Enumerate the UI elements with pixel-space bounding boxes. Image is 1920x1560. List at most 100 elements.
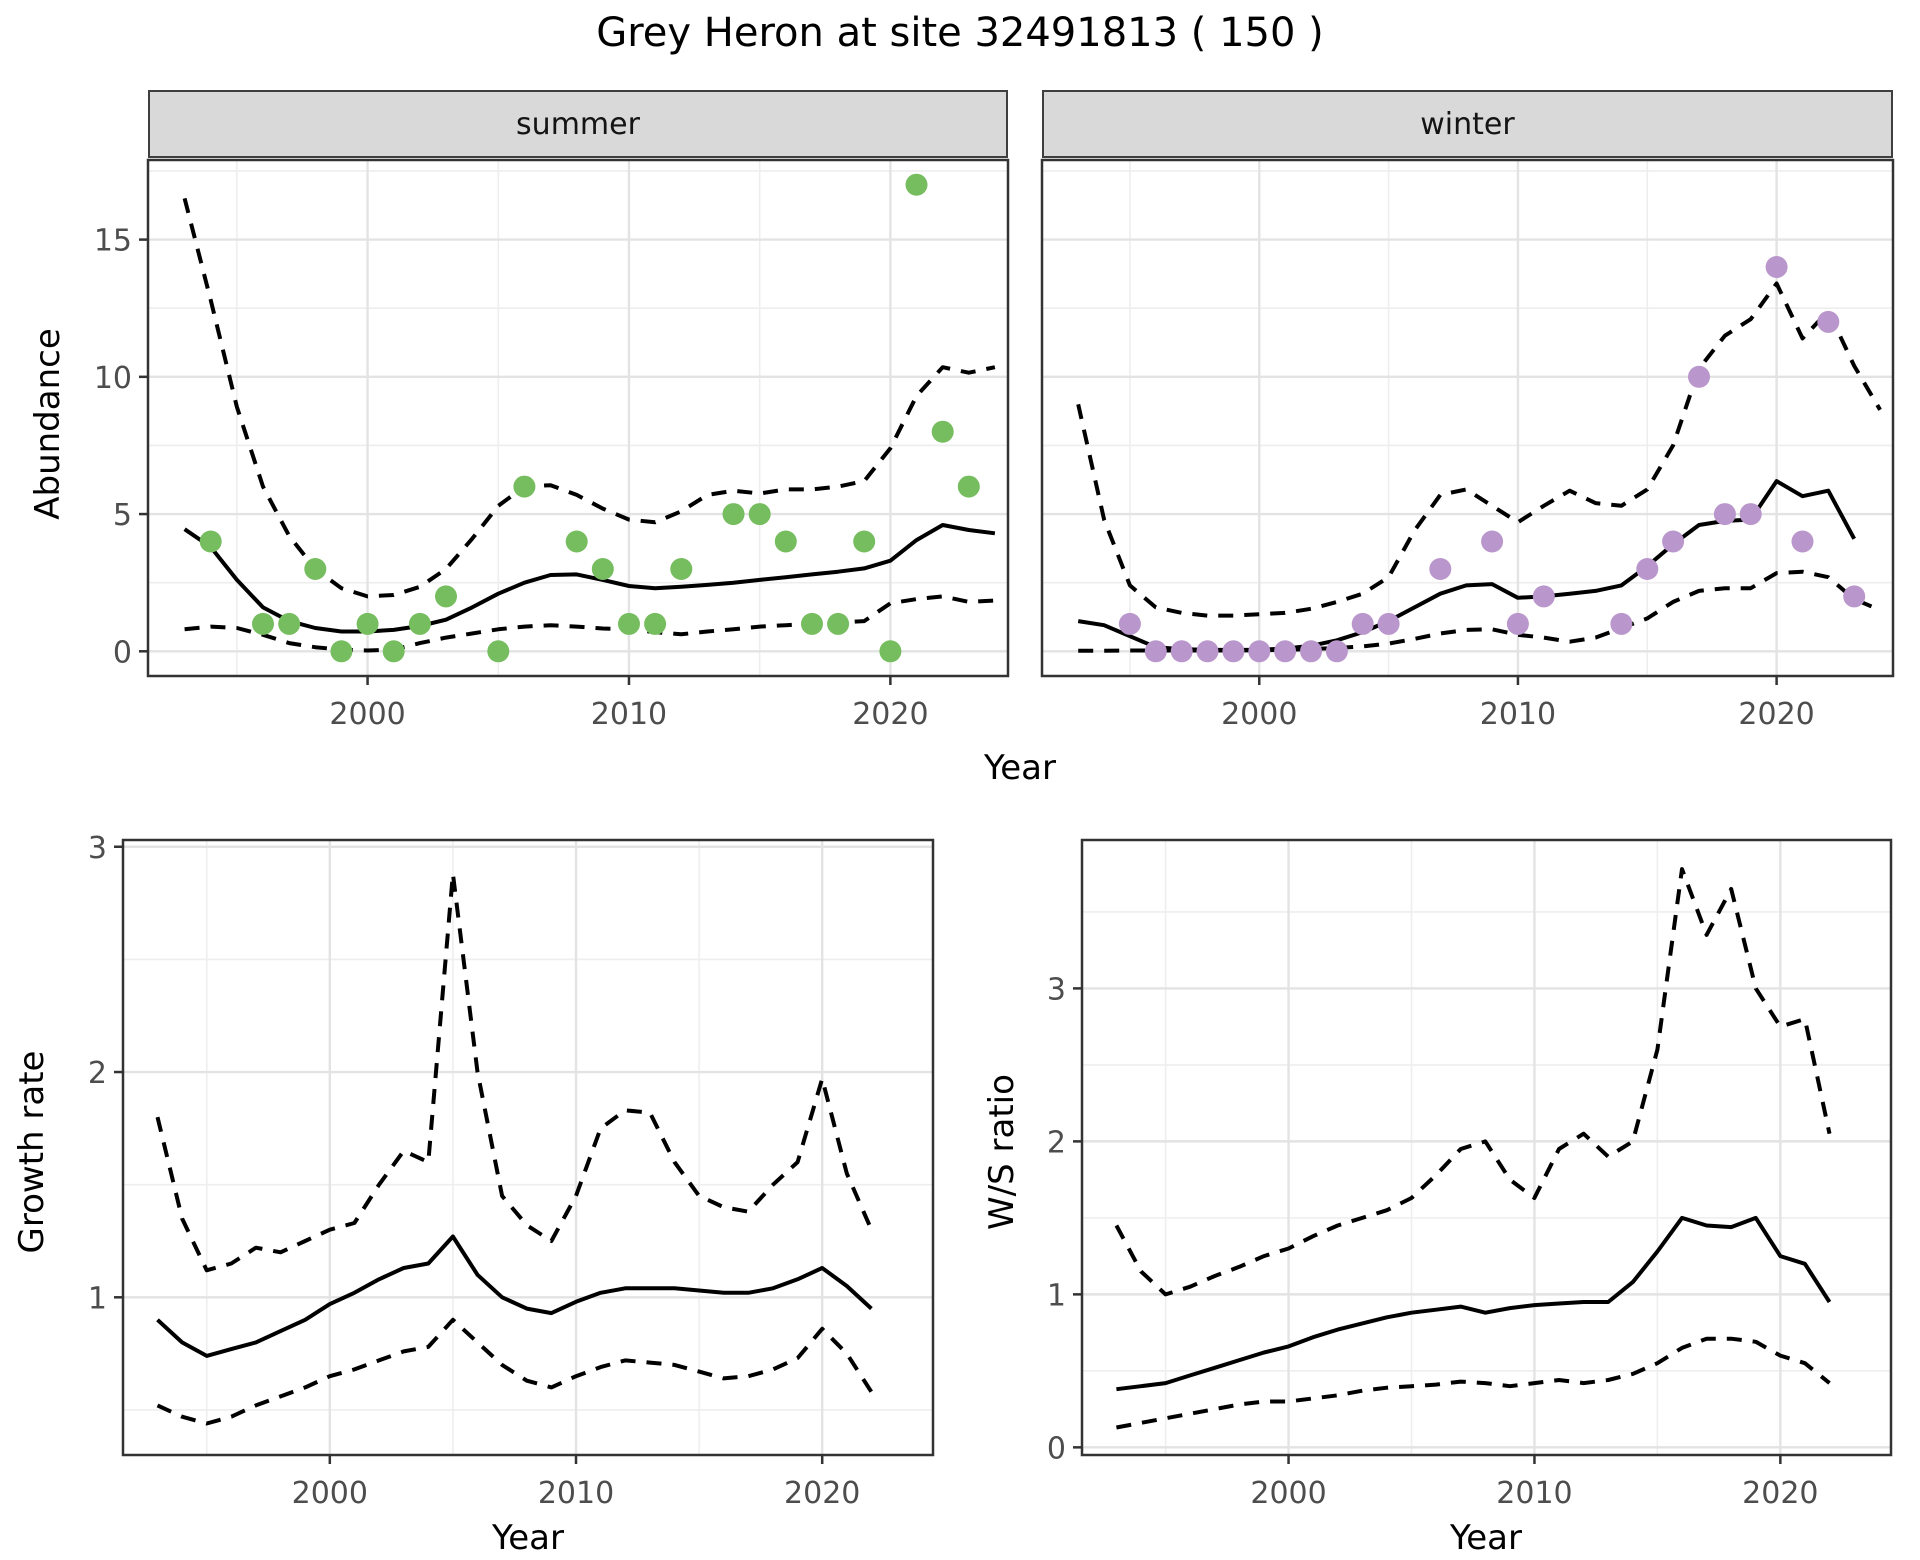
data-point xyxy=(1300,640,1322,663)
data-point xyxy=(1170,640,1193,663)
data-point xyxy=(1248,640,1271,663)
data-point xyxy=(1351,612,1374,635)
x-tick-label: 2010 xyxy=(1480,697,1556,732)
data-point xyxy=(722,503,745,526)
y-tick-label: 3 xyxy=(88,831,107,866)
page-title: Grey Heron at site 32491813 ( 150 ) xyxy=(596,10,1324,56)
y-tick-label: 3 xyxy=(1047,972,1066,1007)
y-tick-label: 0 xyxy=(113,635,132,670)
data-point xyxy=(356,612,379,635)
data-point xyxy=(1791,530,1814,553)
y-tick-label: 1 xyxy=(1047,1278,1066,1313)
x-tick-label: 2000 xyxy=(329,697,405,732)
data-point xyxy=(931,420,954,443)
data-point xyxy=(435,585,457,608)
ws-ratio-upper-line xyxy=(1114,867,1832,1297)
data-point xyxy=(1506,612,1529,635)
data-point xyxy=(1739,503,1762,526)
growth-rate-lower-line xyxy=(156,1317,874,1426)
data-point xyxy=(1274,640,1297,663)
data-point xyxy=(1118,612,1141,635)
abundance-winter-upper-line xyxy=(1076,281,1882,618)
data-point xyxy=(1196,640,1219,663)
y-tick-label: 0 xyxy=(1047,1431,1066,1466)
panel-border xyxy=(121,838,935,1457)
data-point xyxy=(827,612,850,635)
abundance-summer-lower-line xyxy=(184,594,996,653)
y-axis-title-ws-ratio: W/S ratio xyxy=(982,1074,1022,1230)
data-point xyxy=(1765,256,1788,278)
x-tick-label: 2010 xyxy=(591,697,667,732)
x-axis-title-abundance: Year xyxy=(984,748,1056,788)
data-point xyxy=(513,475,536,498)
data-point xyxy=(330,640,353,663)
ws-ratio-lower-line xyxy=(1116,1336,1831,1430)
y-tick-label: 2 xyxy=(1047,1125,1066,1160)
data-point xyxy=(748,503,771,526)
panel-border xyxy=(1040,158,1895,678)
data-point xyxy=(1662,530,1685,553)
data-point xyxy=(1843,585,1866,608)
data-point xyxy=(1429,558,1452,580)
abundance-summer-panel: 2000 2010 2020 0 5 10 15 xyxy=(94,158,1010,732)
y-axis-title-growth-rate: Growth rate xyxy=(12,1050,52,1254)
y-tick-label: 15 xyxy=(94,224,132,259)
panel-background xyxy=(148,160,1008,676)
x-tick-label: 2000 xyxy=(292,1476,368,1511)
growth-rate-panel: 2000 2010 2020 1 2 3 xyxy=(88,831,935,1511)
data-point xyxy=(591,558,614,580)
x-tick-label: 2010 xyxy=(538,1476,614,1511)
x-tick-label: 2000 xyxy=(1250,1476,1326,1511)
x-tick-label: 2010 xyxy=(1496,1476,1572,1511)
y-axis-title-abundance: Abundance xyxy=(28,328,68,520)
data-point xyxy=(1144,640,1167,663)
data-point xyxy=(1636,558,1659,580)
data-point xyxy=(1222,640,1245,663)
x-tick-label: 2020 xyxy=(852,697,928,732)
abundance-summer-fit-line xyxy=(183,523,996,634)
data-point xyxy=(905,173,928,196)
x-axis-title-ws-ratio: Year xyxy=(1450,1518,1522,1558)
data-point xyxy=(1481,530,1504,553)
y-tick-label: 1 xyxy=(88,1281,107,1316)
abundance-winter-panel: 2000 2010 2020 xyxy=(1040,158,1895,732)
data-point xyxy=(1688,365,1710,388)
data-point xyxy=(644,612,667,635)
data-point xyxy=(853,530,876,553)
data-point xyxy=(670,558,693,580)
data-point xyxy=(565,530,588,553)
panel-border xyxy=(146,158,1010,678)
data-point xyxy=(278,612,301,635)
x-tick-label: 2020 xyxy=(784,1476,860,1511)
data-point xyxy=(879,640,902,663)
data-point xyxy=(618,612,640,635)
y-tick-label: 2 xyxy=(88,1056,107,1091)
x-tick-label: 2020 xyxy=(1738,697,1814,732)
data-point xyxy=(199,530,222,553)
y-tick-label: 5 xyxy=(113,498,132,533)
panel-border xyxy=(1080,838,1893,1457)
data-point xyxy=(1610,612,1633,635)
ws-ratio-panel: 2000 2010 2020 0 1 2 3 xyxy=(1047,838,1893,1511)
facet-strip-winter: winter xyxy=(1042,90,1893,158)
data-point xyxy=(774,530,797,553)
facet-strip-summer: summer xyxy=(148,90,1008,158)
x-axis-title-growth-rate: Year xyxy=(492,1518,564,1558)
x-tick-label: 2000 xyxy=(1221,697,1297,732)
data-point xyxy=(408,612,431,635)
growth-rate-fit-line xyxy=(156,1234,873,1358)
data-point xyxy=(252,612,274,635)
facet-strip-summer-label: summer xyxy=(516,106,640,142)
data-point xyxy=(382,640,405,663)
data-point xyxy=(957,475,980,498)
data-point xyxy=(1713,503,1736,526)
data-point xyxy=(304,558,327,580)
data-point xyxy=(1532,585,1555,608)
panel-background xyxy=(1082,840,1891,1455)
data-point xyxy=(1377,612,1400,635)
facet-strip-winter-label: winter xyxy=(1420,106,1515,142)
data-point xyxy=(1817,310,1840,333)
panel-background xyxy=(1042,160,1893,676)
y-tick-label: 10 xyxy=(94,361,132,396)
